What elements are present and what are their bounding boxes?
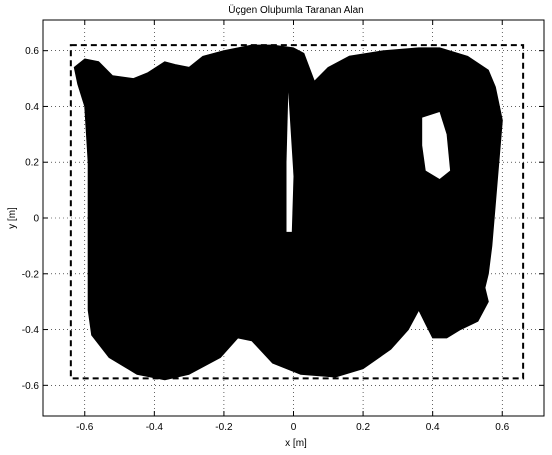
y-tick-label-3: 0 bbox=[33, 214, 39, 225]
x-tick-label-4: 0.2 bbox=[356, 422, 370, 433]
x-tick-label-0: -0.6 bbox=[76, 422, 94, 433]
x-tick-label-3: 0 bbox=[291, 422, 297, 433]
y-tick-label-4: 0.2 bbox=[25, 158, 39, 169]
chart-title: Üçgen Oluþumla Taranan Alan bbox=[228, 4, 363, 16]
center-gap bbox=[286, 92, 294, 232]
y-tick-label-6: 0.6 bbox=[25, 46, 39, 57]
x-tick-label-1: -0.4 bbox=[146, 422, 164, 433]
dashed-boundary bbox=[69, 44, 525, 380]
x-tick-label-6: 0.6 bbox=[495, 422, 509, 433]
y-tick-label-2: -0.2 bbox=[22, 269, 40, 280]
right-gap bbox=[422, 112, 451, 179]
x-tick-label-2: -0.2 bbox=[215, 422, 233, 433]
axis-ticks: -0.6 -0.4 -0.2 0 0.2 0.4 0.6 -0.6 -0.4 -0.2 0 0.2 0.… bbox=[22, 20, 544, 433]
x-axis-label: x [m] bbox=[285, 438, 307, 449]
x-tick-label-5: 0.4 bbox=[426, 422, 440, 433]
scanned-region-layer bbox=[69, 44, 525, 381]
y-axis-label: y [m] bbox=[7, 207, 18, 229]
y-tick-label-5: 0.4 bbox=[25, 102, 39, 113]
y-tick-label-0: -0.6 bbox=[22, 381, 40, 392]
y-tick-label-1: -0.4 bbox=[22, 325, 40, 336]
